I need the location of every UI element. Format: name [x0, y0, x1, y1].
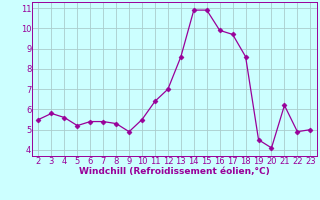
X-axis label: Windchill (Refroidissement éolien,°C): Windchill (Refroidissement éolien,°C) — [79, 167, 270, 176]
